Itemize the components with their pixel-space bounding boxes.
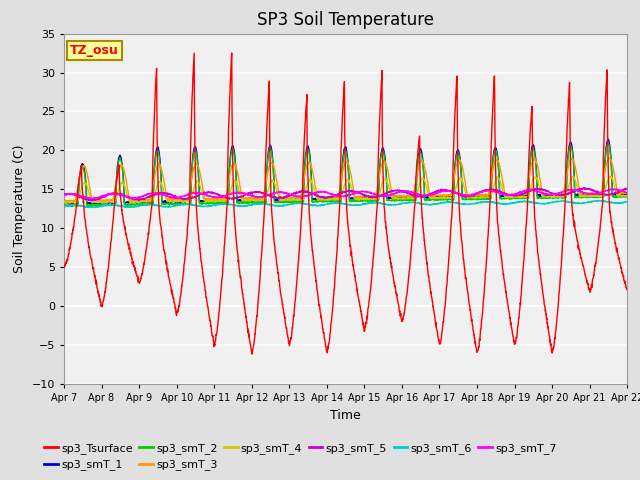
sp3_Tsurface [248, 351, 256, 357]
sp3_smT_7 [87, 196, 95, 202]
sp3_Tsurface [574, 240, 582, 246]
sp3_smT_6 [60, 204, 68, 209]
sp3_smT_2 [374, 198, 382, 204]
sp3_Tsurface [217, 287, 225, 293]
sp3_smT_1 [362, 195, 370, 201]
Line: sp3_Tsurface: sp3_Tsurface [64, 53, 627, 354]
Legend: sp3_Tsurface, sp3_smT_1, sp3_smT_2, sp3_smT_3, sp3_smT_4, sp3_smT_5, sp3_smT_6, : sp3_Tsurface, sp3_smT_1, sp3_smT_2, sp3_… [40, 439, 561, 475]
Line: sp3_smT_5: sp3_smT_5 [64, 188, 627, 201]
sp3_smT_6 [589, 199, 597, 204]
sp3_smT_5 [60, 192, 68, 198]
sp3_smT_3 [362, 193, 370, 199]
sp3_smT_3 [70, 199, 77, 205]
sp3_Tsurface [510, 338, 518, 344]
sp3_smT_5 [374, 193, 382, 199]
sp3_Tsurface [589, 272, 597, 278]
Line: sp3_smT_3: sp3_smT_3 [64, 158, 627, 202]
sp3_smT_4 [60, 199, 68, 205]
sp3_smT_3 [623, 190, 631, 196]
sp3_smT_4 [61, 201, 69, 206]
Line: sp3_smT_6: sp3_smT_6 [64, 201, 627, 208]
sp3_smT_1 [589, 192, 597, 197]
sp3_Tsurface [60, 264, 68, 269]
sp3_smT_4 [374, 194, 382, 200]
sp3_smT_1 [67, 201, 74, 207]
sp3_smT_1 [218, 198, 225, 204]
sp3_smT_3 [574, 176, 582, 182]
sp3_smT_7 [218, 194, 225, 200]
sp3_smT_5 [623, 186, 631, 192]
sp3_smT_3 [509, 192, 517, 198]
sp3_smT_6 [88, 205, 96, 211]
sp3_smT_2 [509, 195, 517, 201]
sp3_smT_2 [60, 203, 68, 209]
sp3_smT_2 [589, 194, 597, 200]
sp3_Tsurface [375, 144, 383, 150]
sp3_smT_3 [589, 190, 597, 196]
Line: sp3_smT_4: sp3_smT_4 [64, 176, 627, 204]
sp3_smT_7 [374, 192, 382, 198]
sp3_smT_6 [623, 198, 631, 204]
sp3_smT_6 [595, 198, 603, 204]
sp3_smT_5 [509, 193, 517, 199]
sp3_smT_4 [218, 198, 225, 204]
sp3_smT_1 [509, 193, 517, 199]
sp3_smT_2 [604, 140, 612, 145]
sp3_smT_7 [574, 189, 582, 194]
sp3_smT_4 [574, 186, 582, 192]
sp3_smT_7 [362, 188, 370, 194]
sp3_smT_4 [362, 196, 370, 202]
Text: TZ_osu: TZ_osu [70, 44, 118, 57]
Line: sp3_smT_1: sp3_smT_1 [64, 139, 627, 204]
sp3_smT_2 [65, 204, 72, 209]
sp3_smT_4 [589, 193, 597, 199]
sp3_smT_6 [574, 200, 582, 206]
sp3_smT_7 [60, 192, 68, 198]
sp3_smT_6 [374, 200, 382, 206]
sp3_Tsurface [623, 287, 631, 293]
sp3_smT_5 [574, 187, 582, 193]
sp3_smT_2 [623, 193, 631, 199]
sp3_smT_1 [605, 136, 612, 142]
sp3_Tsurface [228, 50, 236, 56]
sp3_smT_5 [88, 198, 95, 204]
sp3_smT_6 [362, 201, 370, 207]
sp3_smT_5 [362, 193, 370, 199]
sp3_smT_1 [574, 192, 582, 197]
sp3_smT_4 [509, 194, 517, 200]
Line: sp3_smT_2: sp3_smT_2 [64, 143, 627, 206]
sp3_smT_1 [374, 194, 382, 200]
Line: sp3_smT_7: sp3_smT_7 [64, 189, 627, 199]
sp3_smT_7 [509, 192, 517, 197]
sp3_smT_7 [623, 190, 631, 196]
sp3_smT_5 [218, 193, 225, 199]
sp3_smT_7 [607, 186, 614, 192]
sp3_Tsurface [362, 320, 370, 325]
sp3_smT_4 [623, 192, 631, 198]
sp3_smT_1 [60, 201, 68, 207]
sp3_smT_2 [218, 200, 225, 205]
X-axis label: Time: Time [330, 408, 361, 421]
sp3_smT_3 [60, 198, 68, 204]
sp3_smT_7 [589, 191, 597, 197]
sp3_smT_4 [607, 173, 614, 179]
sp3_smT_1 [623, 191, 631, 197]
sp3_smT_6 [509, 200, 517, 205]
sp3_smT_3 [374, 179, 382, 184]
sp3_smT_5 [589, 187, 597, 193]
sp3_smT_3 [605, 156, 613, 161]
sp3_smT_2 [574, 194, 582, 200]
sp3_smT_3 [218, 196, 225, 202]
sp3_smT_5 [580, 185, 588, 191]
Y-axis label: Soil Temperature (C): Soil Temperature (C) [13, 144, 26, 273]
Title: SP3 Soil Temperature: SP3 Soil Temperature [257, 11, 434, 29]
sp3_smT_2 [362, 198, 370, 204]
sp3_smT_6 [218, 201, 225, 207]
